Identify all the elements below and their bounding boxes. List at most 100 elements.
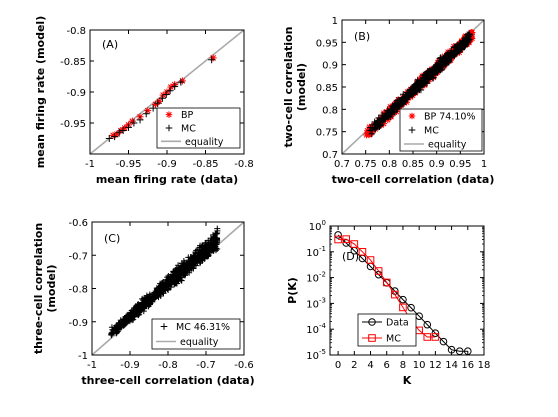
legend-entry: MC (386, 334, 401, 345)
x-axis-label: K (403, 374, 412, 387)
data-point (408, 89, 415, 97)
data-point (211, 243, 218, 250)
x-tick-label: 4 (367, 360, 373, 371)
data-point (108, 324, 115, 331)
legend: MC 46.31% equality (151, 318, 241, 350)
x-tick-label: 2 (351, 360, 357, 371)
data-point (130, 119, 138, 127)
x-tick-label: 0.95 (449, 159, 471, 170)
data-point (403, 89, 411, 96)
x-tick-label: 6 (384, 360, 390, 371)
data-point (358, 248, 367, 256)
data-point (437, 62, 445, 69)
data-point (109, 131, 117, 139)
data-point (380, 113, 388, 120)
y-axis-label: two-cell correlation(model) (282, 27, 308, 148)
data-point (189, 261, 196, 268)
data-point (208, 239, 215, 246)
x-tick-label: 14 (445, 360, 458, 371)
legend-entry: MC (424, 126, 439, 137)
y-tick-label: 10-3 (306, 296, 326, 310)
data-point (342, 235, 351, 243)
data-point (399, 295, 407, 304)
legend-marker (368, 334, 376, 342)
panel-label: (D) (342, 250, 359, 263)
y-tick-label: 10-5 (306, 348, 326, 362)
data-point (201, 255, 208, 262)
plot-area (90, 30, 244, 154)
x-axis-label: three-cell correlation (data) (81, 374, 254, 387)
data-point (138, 301, 145, 308)
data-point (109, 330, 116, 337)
data-point (374, 118, 381, 125)
data-point (423, 320, 432, 329)
data-point (144, 107, 152, 115)
data-point (136, 116, 144, 124)
y-tick-label: 10-4 (306, 322, 326, 336)
panel-label: (A) (102, 38, 118, 51)
y-tick-label: -0.7 (68, 251, 88, 262)
y-tick-label: -0.8 (66, 26, 86, 37)
x-tick-label: 0.8 (381, 159, 397, 170)
y-tick-label: 100 (309, 219, 326, 233)
data-point (155, 97, 163, 105)
data-point (399, 303, 407, 312)
x-tick-label: -0.9 (157, 159, 177, 170)
legend-marker (408, 126, 416, 134)
data-point (105, 135, 113, 142)
x-tick-label: 0.75 (355, 159, 377, 170)
x-tick-label: 0.85 (402, 159, 424, 170)
legend: BP MC equality (156, 107, 241, 149)
data-point (181, 262, 188, 269)
data-point (142, 110, 150, 118)
data-point (164, 285, 171, 292)
y-tick-label: 0.7 (322, 150, 338, 161)
data-point (439, 337, 448, 346)
data-point (186, 265, 193, 272)
data-point (365, 128, 373, 136)
plot-area (342, 20, 484, 154)
x-tick-label: 0.9 (429, 159, 445, 170)
data-point (154, 99, 162, 107)
data-point (388, 108, 395, 115)
data-point (440, 56, 448, 64)
data-point (177, 78, 185, 86)
x-tick-label: -0.8 (234, 159, 254, 170)
plot-frame (329, 225, 485, 356)
legend-entry: equality (180, 337, 219, 348)
data-point (122, 319, 129, 326)
x-tick-label: -0.9 (120, 360, 140, 371)
data-point (410, 86, 418, 93)
y-tick-label: -0.8 (68, 285, 88, 296)
y-tick-label: 0.85 (316, 83, 338, 94)
y-tick-label: 0.9 (322, 61, 338, 72)
data-point (374, 267, 383, 275)
x-tick-label: 1 (481, 159, 487, 170)
data-point (200, 248, 207, 255)
data-point (211, 234, 218, 241)
data-point (208, 56, 216, 64)
x-tick-label: 18 (478, 360, 491, 371)
data-point (165, 276, 172, 283)
data-point (157, 284, 164, 291)
y-tick-label: -0.85 (60, 57, 86, 68)
data-point (392, 105, 400, 112)
data-point (420, 77, 428, 85)
chart-panel-1: -1 -0.95 -0.9 -0.85 -0.8 -0.95 -0.9 -0.85 -0.8 me… (34, 16, 254, 186)
data-point (180, 269, 187, 276)
data-point (155, 289, 162, 296)
data-point (401, 94, 408, 101)
data-point (431, 333, 440, 341)
x-tick-label: -0.95 (116, 159, 142, 170)
series-plus (105, 56, 216, 142)
data-point (114, 327, 121, 334)
data-point (466, 35, 473, 43)
x-tick-label: 12 (429, 360, 442, 371)
data-point (151, 100, 159, 108)
data-point (120, 322, 127, 329)
y-axis-label: three-cell correlation(model) (32, 223, 58, 354)
legend-entry: equality (185, 137, 224, 148)
data-point (167, 284, 174, 291)
data-point (417, 80, 425, 88)
data-point (125, 313, 132, 320)
